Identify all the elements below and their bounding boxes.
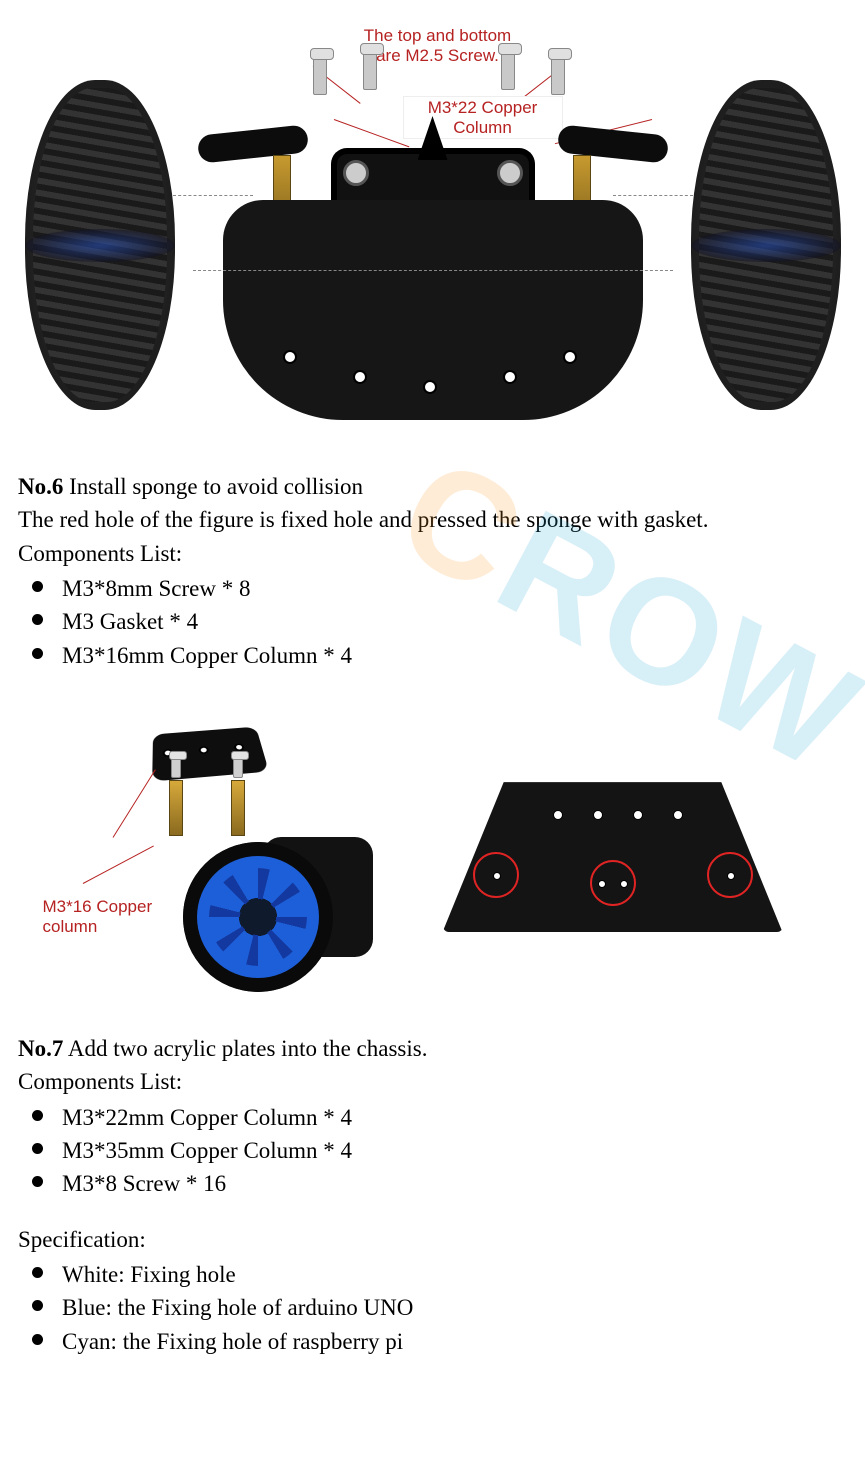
step7-label: No.7 [18,1036,63,1061]
list-item: M3*8mm Screw * 8 [58,572,847,605]
mount-hole-icon [620,880,628,888]
red-fixed-hole-ring-icon [473,852,519,898]
m3-screw-icon [171,756,181,778]
mount-hole-icon [198,746,209,754]
mount-hole-icon [563,350,577,364]
chassis-plate-icon [223,200,643,420]
callout-m3-16-copper: M3*16 Coppercolumn [43,897,183,936]
m25-screw-icon [551,55,565,95]
assembly-guide-line [173,195,253,196]
mount-hole-icon [593,810,603,820]
list-item: White: Fixing hole [58,1258,847,1291]
list-item: M3*16mm Copper Column * 4 [58,639,847,672]
list-item: Blue: the Fixing hole of arduino UNO [58,1291,847,1324]
right-tire-icon [691,80,841,410]
steering-arm-left-icon [196,124,308,163]
list-item: M3 Gasket * 4 [58,605,847,638]
list-item: M3*22mm Copper Column * 4 [58,1101,847,1134]
callout-text: M3*22 CopperColumn [428,98,538,137]
step7-heading: No.7 Add two acrylic plates into the cha… [18,1032,847,1065]
red-fixed-hole-ring-icon [707,852,753,898]
step7-components-list: M3*22mm Copper Column * 4 M3*35mm Copper… [18,1101,847,1201]
mount-hole-icon [598,880,606,888]
mount-hole-icon [553,810,563,820]
step6-components-heading: Components List: [18,537,847,570]
list-item: M3*8 Screw * 16 [58,1167,847,1200]
step6-label: No.6 [18,474,63,499]
m3-16-copper-column-icon [169,780,183,836]
callout-text: M3*16 Coppercolumn [43,897,153,936]
m3-screw-icon [233,756,243,778]
m25-screw-icon [501,50,515,90]
mount-hole-icon [283,350,297,364]
step6-description: The red hole of the figure is fixed hole… [18,503,847,536]
step6-title: Install sponge to avoid collision [69,474,363,499]
step7-title: Add two acrylic plates into the chassis. [68,1036,428,1061]
list-item: Cyan: the Fixing hole of raspberry pi [58,1325,847,1358]
mount-hole-icon [503,370,517,384]
step7-spec-list: White: Fixing hole Blue: the Fixing hole… [18,1258,847,1358]
mount-hole-icon [353,370,367,384]
figure-chassis-exploded: The top and bottomare M2.5 Screw. M3*22 … [23,0,843,440]
step6-heading: No.6 Install sponge to avoid collision [18,470,847,503]
step6-components-list: M3*8mm Screw * 8 M3 Gasket * 4 M3*16mm C… [18,572,847,672]
red-fixed-hole-ring-icon [590,860,636,906]
step6-section: No.6 Install sponge to avoid collision T… [18,470,847,672]
servo-screw-icon [343,160,369,186]
figure-sponge-bumper: M3*16 Coppercolumn [23,702,843,1002]
mount-holeE-icon [727,872,735,880]
callout-leader-line [333,119,409,147]
m25-screw-icon [363,50,377,90]
wheel-assembly-icon [113,722,373,982]
step7-components-heading: Components List: [18,1065,847,1098]
list-item: M3*35mm Copper Column * 4 [58,1134,847,1167]
mount-hole-icon [673,810,683,820]
bumper-plate-icon [443,782,783,932]
m3-16-copper-column-icon [231,780,245,836]
left-tire-icon [25,80,175,410]
mount-hole-icon [633,810,643,820]
servo-screw-icon [497,160,523,186]
blue-wheel-icon [183,842,333,992]
mount-hole-icon [423,380,437,394]
mount-hole-icon [493,872,501,880]
m25-screw-icon [313,55,327,95]
callout-m3-22-copper: M3*22 CopperColumn [403,96,563,139]
callout-text: The top and bottomare M2.5 Screw. [364,26,511,65]
assembly-guide-line [613,195,693,196]
step7-section: No.7 Add two acrylic plates into the cha… [18,1032,847,1358]
assembly-guide-line [193,270,673,271]
step7-spec-heading: Specification: [18,1223,847,1256]
